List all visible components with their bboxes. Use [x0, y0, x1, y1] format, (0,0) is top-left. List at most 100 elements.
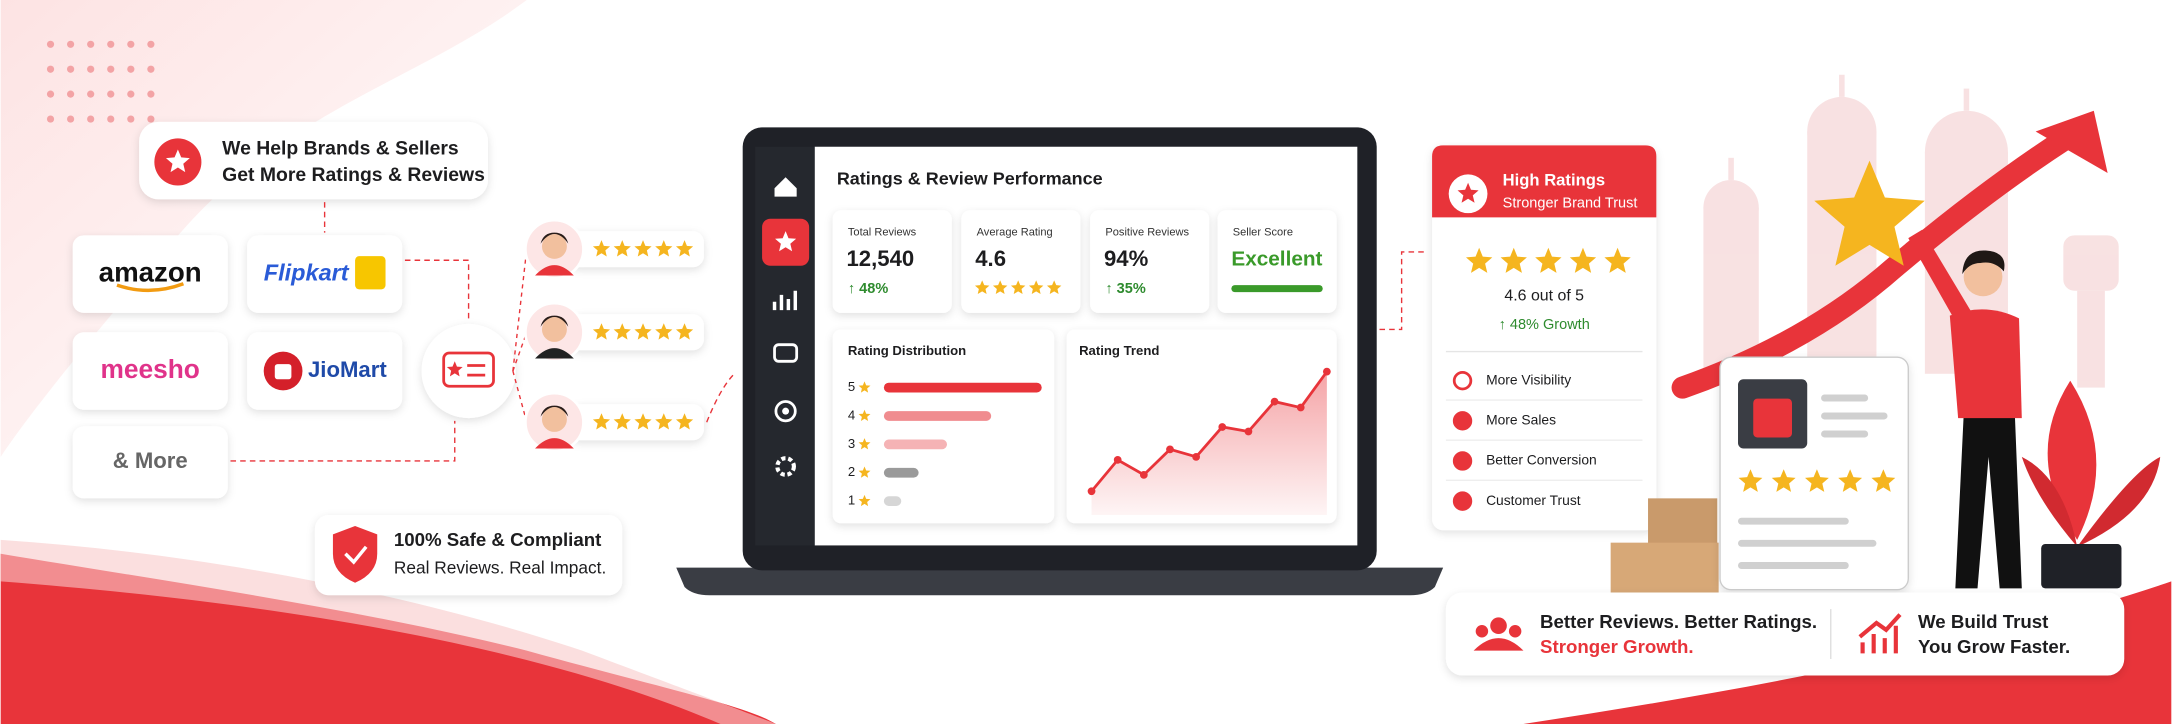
label: High Ratings: [1503, 171, 1605, 190]
spire: [1728, 157, 1734, 180]
distribution-bar: [883, 411, 992, 421]
sidebar-icon: [782, 407, 790, 415]
label: Better Reviews. Better Ratings.: [1540, 611, 1817, 632]
connector: [404, 259, 470, 322]
connector: [706, 373, 735, 423]
sidebar-icon: [774, 177, 797, 197]
distribution-bar: [883, 467, 919, 478]
label: Total Reviews: [848, 226, 917, 238]
star-icon: [1010, 280, 1026, 295]
star-icon: [613, 323, 631, 340]
sidebar-icon: [775, 456, 796, 477]
dot: [107, 65, 115, 73]
star-icon: [858, 409, 871, 421]
plant-leaf: [2021, 456, 2078, 547]
text-line: [1738, 539, 1877, 547]
text-line: [1821, 430, 1869, 438]
label: Stronger Brand Trust: [1503, 195, 1638, 211]
water-tower-leg: [2077, 290, 2105, 388]
dot: [127, 115, 135, 123]
water-tower: [2063, 235, 2119, 291]
review-pill: [568, 404, 704, 441]
star-icon: [1771, 469, 1796, 492]
text-line: [1821, 394, 1869, 402]
star-icon: [1028, 280, 1044, 295]
highlight-card: [1432, 145, 1657, 531]
kpi-card: [832, 210, 952, 313]
dot: [67, 40, 75, 48]
marketplace-card: [72, 332, 228, 410]
star-icon: [858, 494, 871, 507]
box: [1610, 542, 1719, 593]
dome: [1807, 96, 1877, 167]
star-icon: [1046, 280, 1062, 295]
star-icon: [592, 323, 611, 340]
dot: [147, 40, 155, 48]
label: Stronger Growth.: [1540, 636, 1694, 657]
dome: [1924, 110, 2008, 194]
star-icon: [675, 323, 694, 340]
label: You Grow Faster.: [1918, 636, 2070, 657]
sidebar-icon: [773, 343, 799, 363]
label: Flipkart: [264, 259, 350, 285]
text-line: [1821, 412, 1888, 420]
avatar-face: [541, 233, 567, 259]
connector: [512, 332, 528, 372]
brand-icon: [355, 256, 386, 290]
brand-icon: [116, 282, 185, 293]
star-icon: [655, 413, 673, 430]
building: [1703, 207, 1759, 374]
label: Get More Ratings & Reviews: [222, 164, 485, 186]
dot: [46, 90, 55, 98]
highlight-header: [1432, 145, 1657, 218]
review-hub-icon: [442, 351, 495, 388]
footer-icon: [1473, 638, 1524, 651]
label: 4.6 out of 5: [1504, 287, 1584, 304]
label: 4: [848, 407, 855, 422]
text-line: [1738, 562, 1849, 569]
connector: [230, 420, 456, 462]
dot: [46, 65, 55, 73]
dot: [67, 65, 75, 73]
star-icon: [1465, 247, 1493, 273]
marketplace-card: [72, 235, 228, 313]
dot: [87, 40, 95, 48]
footer-box: [1445, 592, 2125, 676]
person-body: [1949, 309, 2022, 419]
connector: [1379, 251, 1427, 331]
star-icon: [1569, 247, 1597, 273]
dot: [87, 90, 95, 98]
label: We Help Brands & Sellers: [222, 138, 459, 160]
label: 3: [848, 436, 855, 451]
label: Seller Score: [1233, 226, 1293, 238]
sidebar-icon: [774, 400, 797, 423]
star-icon: [1805, 469, 1829, 492]
safety-box: [314, 514, 623, 596]
dot: [107, 90, 115, 98]
kpi-card: [1090, 210, 1210, 313]
avatar-body: [535, 438, 574, 449]
star-icon: [858, 381, 871, 393]
dot: [87, 115, 95, 123]
star-icon: [1814, 160, 1925, 266]
label: Better Conversion: [1486, 452, 1597, 468]
footer-icon: [1858, 613, 1902, 654]
footer-icon: [1508, 625, 1522, 638]
star-icon: [613, 240, 631, 257]
label: 1: [848, 493, 855, 508]
star-icon: [613, 413, 631, 430]
shield-icon: [332, 526, 378, 583]
dome: [1703, 179, 1759, 236]
plant-leaf: [2077, 456, 2161, 547]
spire: [1963, 88, 1970, 111]
distribution-bar: [883, 382, 1042, 393]
star-icon: [775, 231, 797, 252]
dot: [107, 40, 115, 48]
review-pill: [568, 231, 704, 268]
footer-icon: [1490, 617, 1507, 635]
dot: [127, 65, 135, 73]
avatar-hair: [540, 315, 569, 327]
label: 5: [848, 379, 855, 394]
